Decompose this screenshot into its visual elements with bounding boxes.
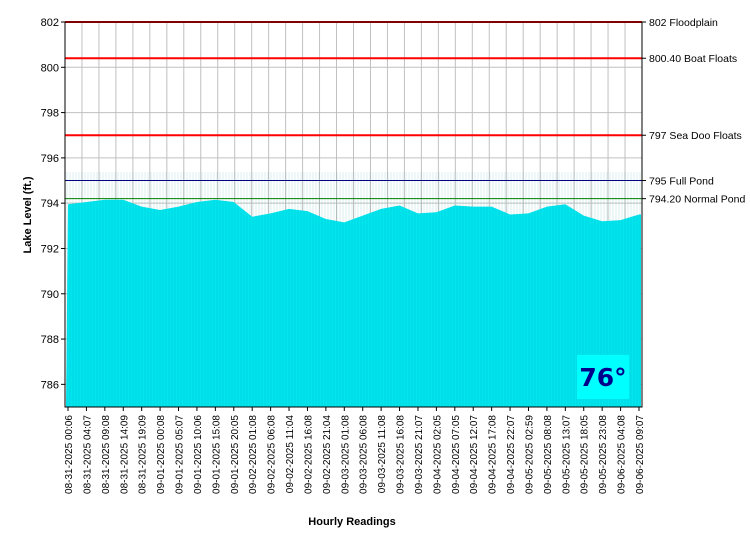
x-tick-label: 09-03-2025 21:07 — [414, 415, 425, 494]
x-tick-label: 09-04-2025 02:05 — [432, 415, 443, 494]
x-tick-label: 09-02-2025 21:04 — [322, 415, 333, 494]
x-tick-label: 09-03-2025 11:08 — [377, 415, 388, 494]
x-tick-label: 09-03-2025 01:08 — [340, 415, 351, 494]
x-tick-label: 09-04-2025 07:05 — [451, 415, 462, 494]
x-tick-label: 09-04-2025 12:07 — [469, 415, 480, 494]
x-tick-label: 09-03-2025 06:08 — [359, 415, 370, 494]
axes — [64, 21, 643, 408]
y-tick-label: 786 — [41, 379, 59, 391]
x-tick-label: 08-31-2025 04:07 — [82, 415, 93, 494]
x-tick-label: 08-31-2025 19:09 — [138, 415, 149, 494]
series-area — [66, 199, 641, 407]
y-tick-label: 788 — [41, 334, 59, 346]
temperature-value: 76° — [579, 362, 627, 392]
y-axis-title: Lake Level (ft.) — [22, 176, 34, 253]
y-tick-label: 790 — [41, 289, 59, 301]
x-tick-label: 09-01-2025 05:07 — [175, 415, 186, 494]
reference-label: 800.40 Boat Floats — [649, 53, 737, 65]
x-tick-label: 09-06-2025 04:08 — [617, 415, 628, 494]
x-tick-label: 09-05-2025 08:08 — [543, 415, 554, 494]
x-tick-label: 09-02-2025 06:08 — [267, 415, 278, 494]
x-tick-label: 09-05-2025 02:59 — [524, 415, 535, 494]
x-axis-title: Hourly Readings — [308, 516, 395, 528]
plot-frame — [64, 21, 643, 408]
reference-label: 795 Full Pond — [649, 176, 714, 188]
x-tick-label: 08-31-2025 14:09 — [119, 415, 130, 494]
x-tick-label: 09-01-2025 15:08 — [211, 415, 222, 494]
y-tick-label: 796 — [41, 153, 59, 165]
x-tick-label: 09-01-2025 00:08 — [156, 415, 167, 494]
y-tick-label: 802 — [41, 17, 59, 29]
x-tick-label: 09-01-2025 20:05 — [230, 415, 241, 494]
y-tick-label: 794 — [41, 198, 59, 210]
x-tick-label: 09-06-2025 09:07 — [635, 415, 646, 494]
x-tick-label: 09-02-2025 11:04 — [285, 415, 296, 494]
reference-label: 794.20 Normal Pond — [649, 194, 745, 206]
y-tick-label: 792 — [41, 243, 59, 255]
x-tick-labels: 08-31-2025 00:06 08-31-2025 04:07 08-31-20… — [64, 407, 646, 494]
y-tick-label: 800 — [41, 62, 59, 74]
x-tick-label: 09-03-2025 16:08 — [396, 415, 407, 494]
x-tick-label: 09-04-2025 17:08 — [488, 415, 499, 494]
x-tick-label: 09-05-2025 23:08 — [598, 415, 609, 494]
x-tick-label: 09-02-2025 16:08 — [303, 415, 314, 494]
x-tick-label: 09-01-2025 10:06 — [193, 415, 204, 494]
x-tick-label: 08-31-2025 00:06 — [64, 415, 75, 494]
y-tick-label: 798 — [41, 108, 59, 120]
x-tick-label: 08-31-2025 09:08 — [101, 415, 112, 494]
x-tick-label: 09-02-2025 01:08 — [248, 415, 259, 494]
x-tick-label: 09-04-2025 22:07 — [506, 415, 517, 494]
x-tick-label: 09-05-2025 13:07 — [561, 415, 572, 494]
reference-label: 797 Sea Doo Floats — [649, 130, 742, 142]
y-tick-labels: 786 788 790 792 794 796 798 800 802 — [41, 17, 65, 391]
temperature-badge: 76° — [577, 355, 629, 399]
x-tick-label: 09-05-2025 18:05 — [580, 415, 591, 494]
reference-label: 802 Floodplain — [649, 17, 718, 29]
